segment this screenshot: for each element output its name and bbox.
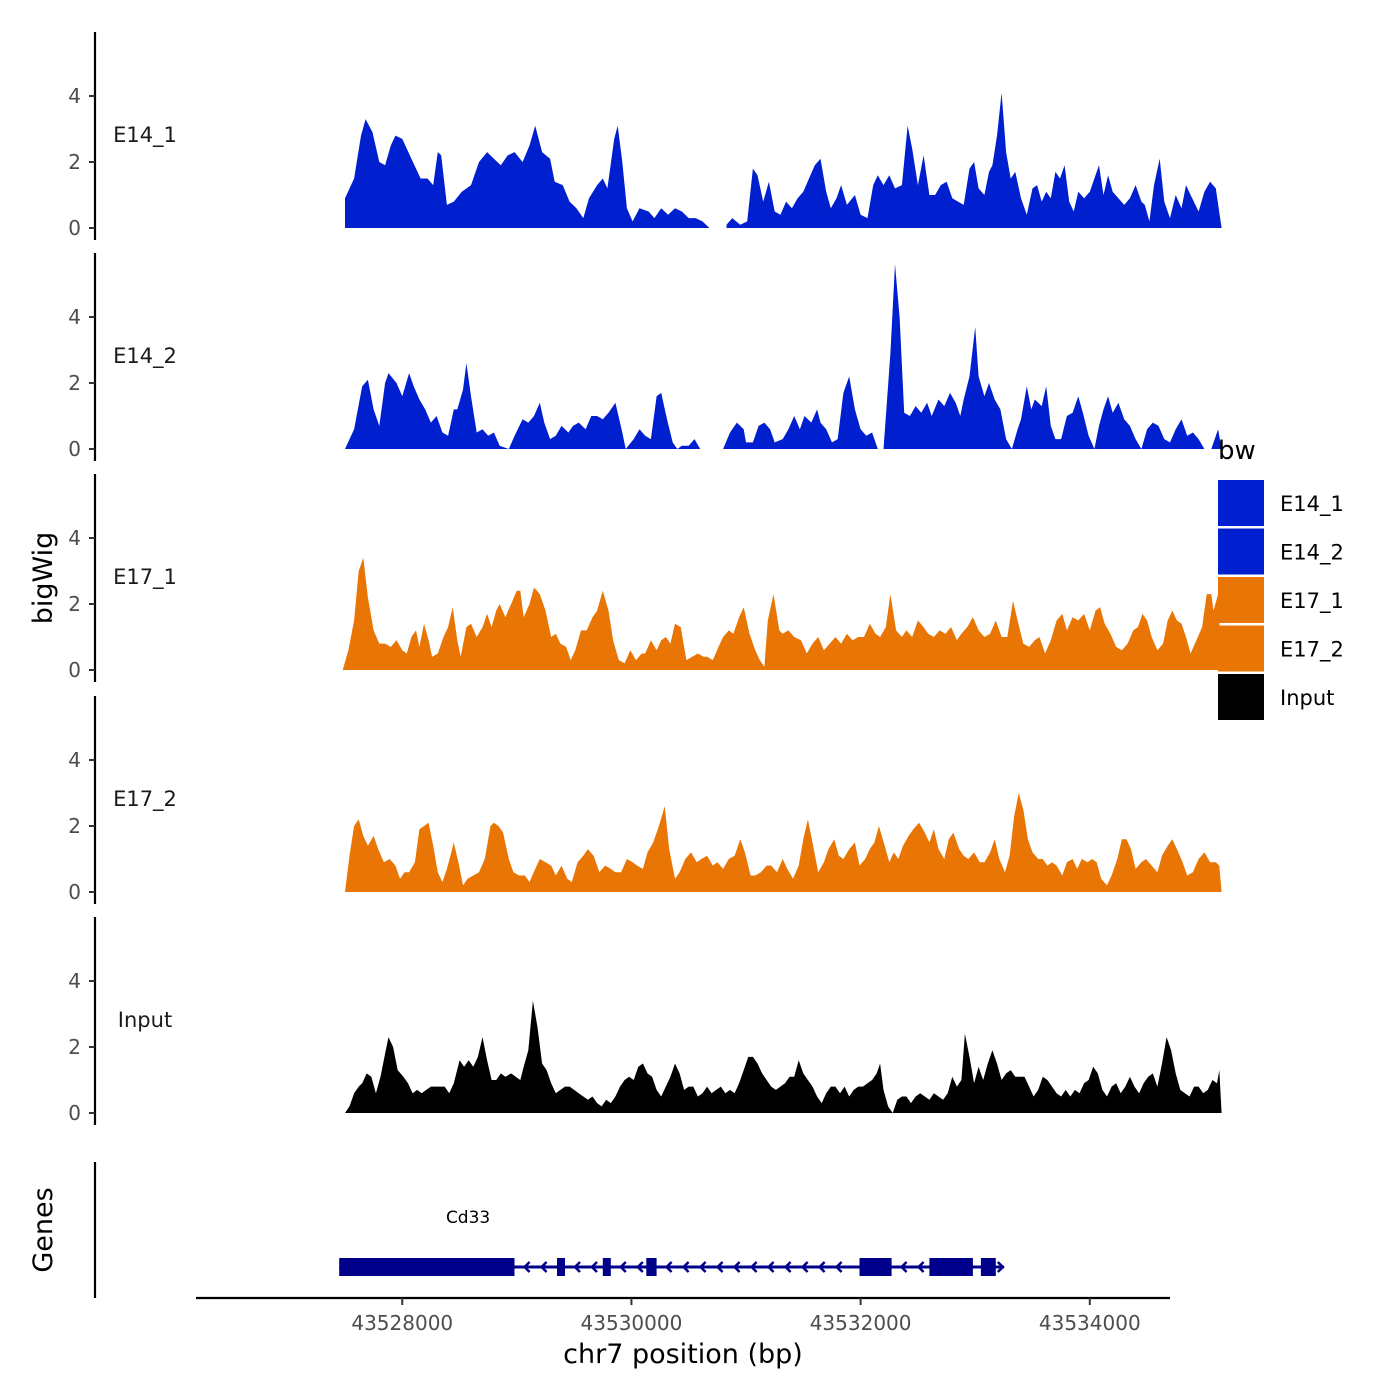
legend-label: E17_1 xyxy=(1280,589,1344,614)
gene-exon xyxy=(557,1258,565,1276)
y-tick-label: 2 xyxy=(68,1035,81,1059)
legend-label: Input xyxy=(1280,686,1334,710)
y-tick-label: 2 xyxy=(68,371,81,395)
legend-label: E14_2 xyxy=(1280,541,1344,566)
strand-arrow xyxy=(636,1261,644,1273)
track-label: E17_2 xyxy=(113,787,177,812)
strand-arrow xyxy=(783,1261,792,1273)
gene-track-title: Genes xyxy=(28,1187,59,1272)
strand-arrow xyxy=(749,1261,758,1273)
legend-swatch xyxy=(1218,528,1264,575)
legend-title: bw xyxy=(1218,436,1256,466)
legend-label: E14_1 xyxy=(1280,492,1344,517)
y-tick-label: 0 xyxy=(68,880,81,904)
y-tick-label: 0 xyxy=(68,437,81,461)
gene-name-label: Cd33 xyxy=(446,1208,490,1228)
track-label: E14_2 xyxy=(113,344,177,369)
y-tick-label: 2 xyxy=(68,814,81,838)
gene-track: Cd33 xyxy=(93,1162,1005,1298)
legend-item: E14_2 xyxy=(1218,528,1344,575)
track-label: E14_1 xyxy=(113,123,177,148)
legend-item: E14_1 xyxy=(1218,480,1344,526)
x-tick-label: 43530000 xyxy=(581,1311,683,1335)
track-label: Input xyxy=(118,1008,172,1032)
signal-area xyxy=(345,363,701,449)
legend-label: E17_2 xyxy=(1280,638,1344,663)
signal-tracks: 0 2 4 E14_1 0 2 4 E14_2 0 2 4 E17_1 0 2 4 E17_2 0 2 4 Input xyxy=(68,32,1222,1125)
strand-arrow xyxy=(800,1261,809,1273)
strand-arrow xyxy=(732,1261,741,1273)
strand-arrow xyxy=(817,1261,826,1273)
y-tick-label: 4 xyxy=(68,748,81,772)
x-axis: 43528000 43530000 43532000 43534000 xyxy=(196,1296,1170,1335)
track-e14-2: 0 2 4 E14_2 xyxy=(68,253,1222,461)
y-tick-label: 4 xyxy=(68,305,81,329)
strand-arrow xyxy=(590,1261,598,1273)
legend-swatch xyxy=(1218,625,1264,672)
strand-arrow xyxy=(715,1261,724,1273)
strand-arrow xyxy=(573,1261,581,1273)
gene-exon xyxy=(980,1258,996,1276)
strand-arrow xyxy=(899,1261,908,1273)
track-e14-1: 0 2 4 E14_1 xyxy=(68,32,1222,240)
y-axis-title: bigWig xyxy=(28,532,59,625)
track-e17-2: 0 2 4 E17_2 xyxy=(68,696,1222,904)
x-tick-label: 43528000 xyxy=(351,1311,453,1335)
y-tick-label: 4 xyxy=(68,969,81,993)
legend: bw E14_1 E14_2 E17_1 E17_2 Input xyxy=(1218,436,1344,720)
signal-area xyxy=(342,557,1222,670)
legend-item: E17_1 xyxy=(1218,577,1344,623)
gene-exon xyxy=(646,1258,657,1276)
legend-item: Input xyxy=(1218,674,1334,720)
signal-area xyxy=(345,1000,1222,1113)
y-tick-label: 4 xyxy=(68,526,81,550)
y-tick-label: 0 xyxy=(68,216,81,240)
strand-arrow xyxy=(996,1261,1005,1273)
track-e17-1: 0 2 4 E17_1 xyxy=(68,474,1222,682)
strand-arrow xyxy=(664,1261,673,1273)
y-tick-label: 2 xyxy=(68,150,81,174)
track-label: E17_1 xyxy=(113,565,177,590)
gene-exon xyxy=(859,1258,892,1276)
strand-arrow xyxy=(522,1261,531,1273)
x-tick-label: 43534000 xyxy=(1039,1311,1141,1335)
legend-swatch xyxy=(1218,674,1264,720)
strand-arrow xyxy=(619,1261,627,1273)
signal-area xyxy=(723,264,1222,449)
strand-arrow xyxy=(916,1261,925,1273)
strand-arrow xyxy=(539,1261,548,1273)
signal-area xyxy=(345,793,1222,892)
y-tick-label: 0 xyxy=(68,1101,81,1125)
legend-swatch xyxy=(1218,480,1264,526)
legend-swatch xyxy=(1218,577,1264,623)
strand-arrow xyxy=(681,1261,690,1273)
strand-arrow xyxy=(834,1261,843,1273)
legend-item: E17_2 xyxy=(1218,625,1344,672)
gene-exon xyxy=(929,1258,973,1276)
track-input: 0 2 4 Input xyxy=(68,917,1222,1125)
strand-arrow xyxy=(698,1261,707,1273)
y-tick-label: 4 xyxy=(68,84,81,108)
y-tick-label: 2 xyxy=(68,592,81,616)
signal-area xyxy=(726,92,1222,228)
y-tick-label: 0 xyxy=(68,658,81,682)
x-axis-title: chr7 position (bp) xyxy=(563,1339,803,1370)
strand-arrow xyxy=(766,1261,775,1273)
gene-exon xyxy=(339,1258,515,1276)
x-tick-label: 43532000 xyxy=(810,1311,912,1335)
signal-area xyxy=(345,119,716,228)
gene-exon xyxy=(602,1258,611,1276)
